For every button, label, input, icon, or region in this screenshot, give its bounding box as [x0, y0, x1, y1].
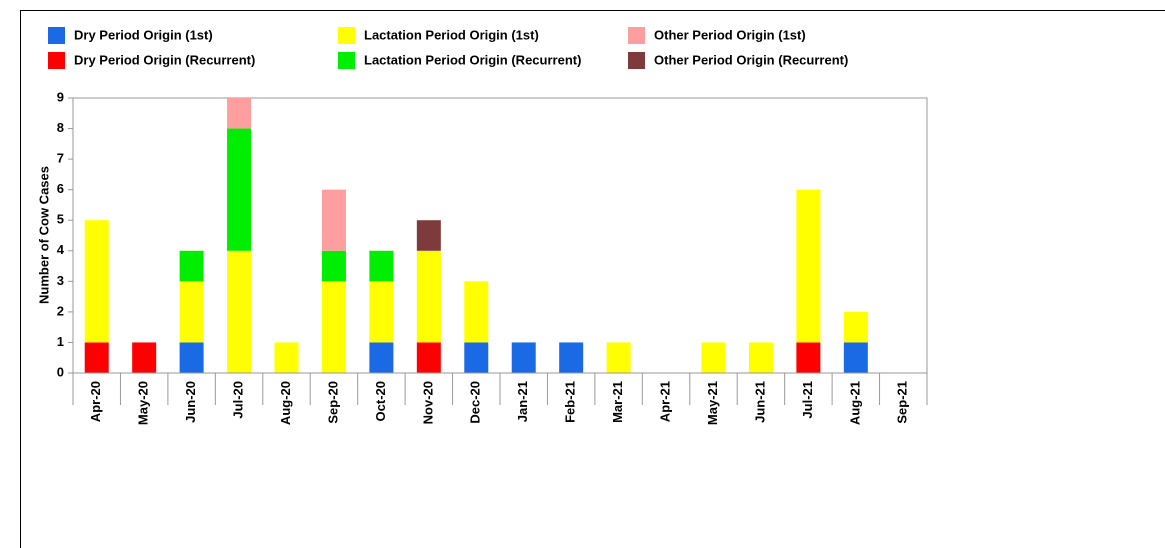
bar-segment	[227, 250, 252, 373]
bar-segment	[369, 250, 394, 282]
bar-segment	[464, 281, 489, 343]
x-tick-label: Jun-20	[183, 381, 198, 423]
bar-segment	[179, 342, 204, 373]
x-tick-label: Jul-20	[230, 381, 245, 419]
x-tick-label: Aug-20	[278, 381, 293, 425]
bar-segment	[132, 342, 157, 373]
y-tick-label: 7	[57, 151, 64, 166]
legend-swatch	[628, 52, 645, 69]
x-tick-label: Apr-20	[88, 381, 103, 422]
bar-segment	[559, 342, 584, 373]
bar-segment	[796, 342, 821, 373]
legend-swatch	[48, 27, 65, 44]
x-tick-label: Apr-21	[657, 381, 672, 422]
y-tick-label: 0	[57, 364, 64, 379]
y-tick-label: 2	[57, 303, 64, 318]
x-tick-label: Jan-21	[515, 381, 530, 422]
bar-segment	[511, 342, 536, 373]
legend-swatch	[338, 27, 355, 44]
bar-segment	[179, 281, 204, 343]
bar-segment	[416, 250, 441, 343]
legend-label: Other Period Origin (1st)	[654, 27, 806, 42]
bar-segment	[796, 189, 821, 343]
x-tick-label: Sep-20	[325, 381, 340, 424]
x-tick-label: Nov-20	[420, 381, 435, 424]
bar-segment	[321, 281, 346, 373]
legend-label: Lactation Period Origin (1st)	[364, 27, 539, 42]
x-tick-label: Aug-21	[847, 381, 862, 425]
bar-segment	[227, 98, 252, 129]
bar-segment	[416, 220, 441, 251]
bar-segment	[748, 342, 773, 373]
bar-segment	[416, 342, 441, 373]
y-tick-label: 1	[57, 334, 64, 349]
legend-label: Dry Period Origin (Recurrent)	[74, 52, 255, 67]
bar-segment	[369, 281, 394, 343]
bar-segment	[321, 250, 346, 282]
bar-segment	[179, 250, 204, 282]
y-tick-label: 6	[57, 181, 64, 196]
bar-segment	[701, 342, 726, 373]
bar-segment	[606, 342, 631, 373]
bar-segment	[84, 220, 109, 343]
y-axis-title: Number of Cow Cases	[36, 166, 51, 304]
y-tick-label: 3	[57, 273, 64, 288]
x-tick-label: Dec-20	[468, 381, 483, 424]
bar-segment	[843, 311, 868, 343]
bar-segment	[843, 342, 868, 373]
bar-segment	[369, 342, 394, 373]
x-tick-label: Oct-20	[373, 381, 388, 421]
frame	[20, 10, 1165, 548]
legend-swatch	[338, 52, 355, 69]
bar-segment	[227, 128, 252, 251]
legend-label: Dry Period Origin (1st)	[74, 27, 213, 42]
x-tick-label: Jul-21	[800, 381, 815, 419]
x-tick-label: Feb-21	[563, 381, 578, 423]
legend-swatch	[48, 52, 65, 69]
y-tick-label: 9	[57, 89, 64, 104]
bar-segment	[464, 342, 489, 373]
x-tick-label: Mar-21	[610, 381, 625, 423]
bar-segment	[321, 189, 346, 251]
x-tick-label: May-21	[705, 381, 720, 425]
y-tick-label: 4	[57, 242, 65, 257]
bar-segment	[274, 342, 299, 373]
legend-swatch	[628, 27, 645, 44]
x-tick-label: Sep-21	[895, 381, 910, 424]
legend-label: Lactation Period Origin (Recurrent)	[364, 52, 581, 67]
x-tick-label: Jun-21	[752, 381, 767, 423]
legend-label: Other Period Origin (Recurrent)	[654, 52, 848, 67]
y-tick-label: 5	[57, 212, 64, 227]
x-tick-label: May-20	[136, 381, 151, 425]
bar-segment	[84, 342, 109, 373]
y-tick-label: 8	[57, 120, 64, 135]
